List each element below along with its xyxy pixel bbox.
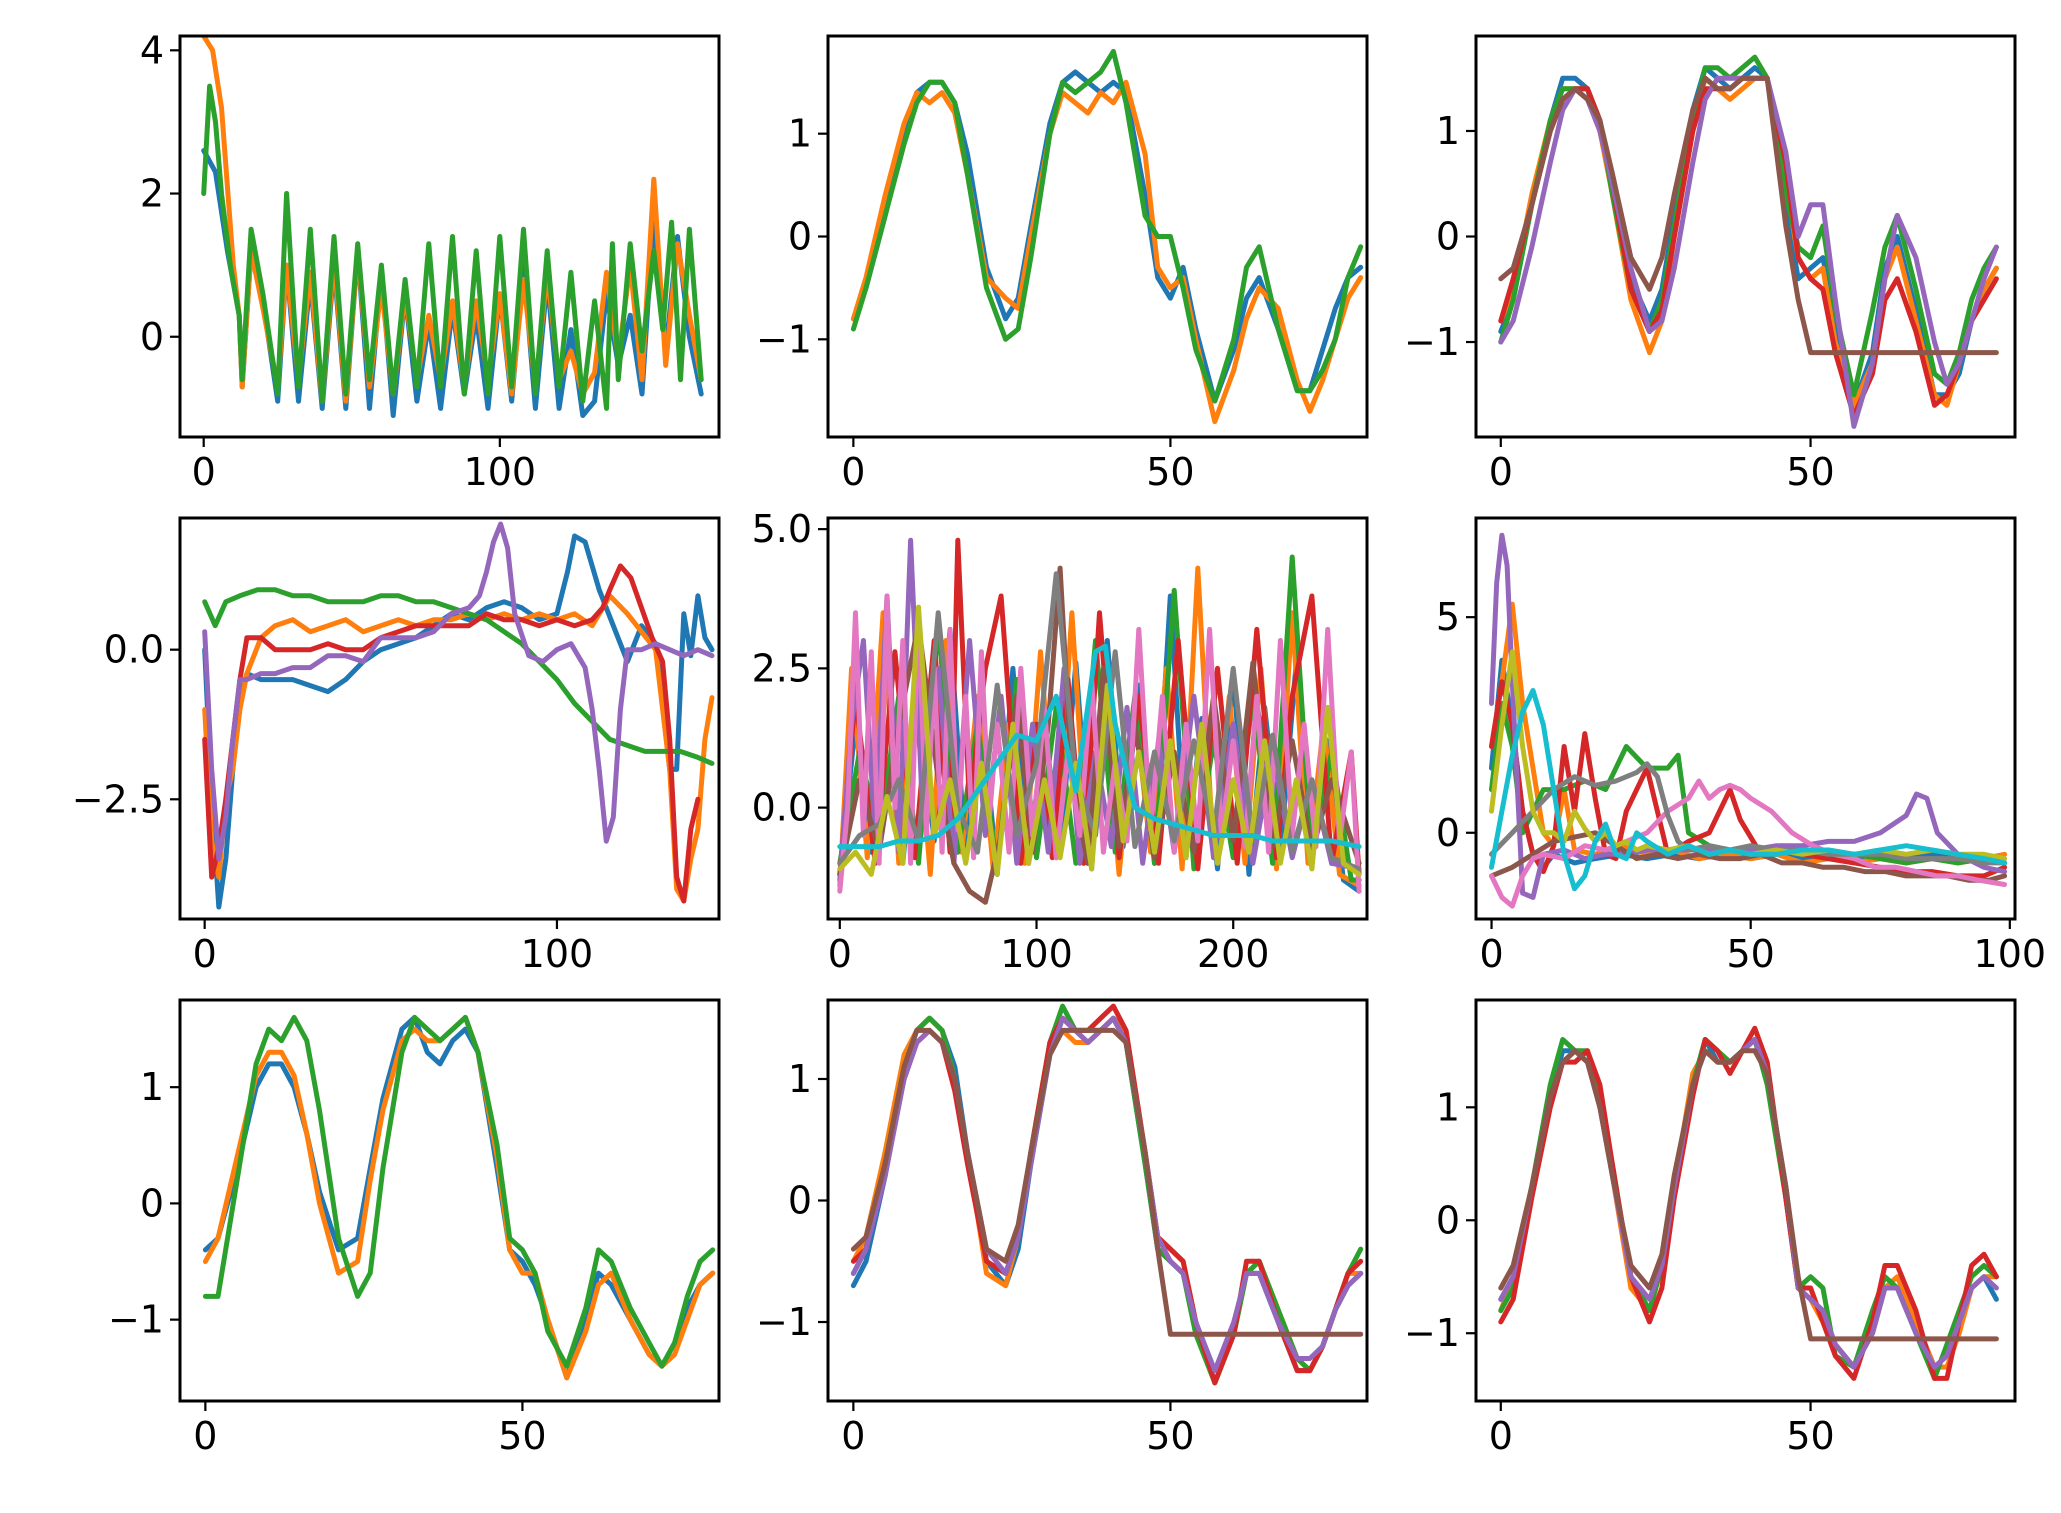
subplot-7: 0 50 −1 0 1	[108, 998, 721, 1458]
series-line-3	[202, 1014, 716, 1369]
subplot-4: 0 100 −2.5 0.0	[72, 516, 721, 976]
y-tick-label: −1	[756, 317, 812, 361]
y-tick-label: 0	[788, 215, 812, 259]
subplot-1: 0 100 0 2 4	[140, 28, 721, 494]
y-tick-label: 0.0	[104, 628, 164, 672]
series-line-9	[1489, 649, 2008, 862]
y-tick-label: −2.5	[72, 777, 164, 821]
y-tick-label: 2.5	[752, 646, 812, 690]
series-line-6	[1498, 1048, 1999, 1342]
x-tick-label: 200	[1197, 932, 1270, 976]
series-group	[201, 36, 704, 418]
series-line-5	[1498, 1037, 1999, 1370]
series-line-10	[837, 643, 1362, 850]
series-line-1	[1498, 1037, 1999, 1370]
series-line-6	[850, 1027, 1364, 1337]
x-tick-label: 100	[464, 450, 537, 494]
series-line-5	[1489, 532, 2008, 900]
axes-frame	[178, 998, 721, 1403]
series-line-5	[202, 521, 715, 862]
subplot-9: 0 50 −1 0 1	[1404, 998, 2017, 1458]
series-line-5	[850, 1015, 1364, 1374]
series-line-4	[202, 563, 701, 904]
axes-frame	[1474, 516, 2017, 921]
y-tick-label: 0	[1436, 811, 1460, 855]
series-line-3	[201, 83, 704, 411]
series-line-4	[1498, 1025, 1999, 1381]
y-tick-label: −1	[1404, 1311, 1460, 1355]
y-tick-label: 2	[140, 172, 164, 216]
series-line-7	[837, 593, 1362, 894]
axes-frame	[178, 516, 721, 921]
y-tick-label: 5.0	[752, 507, 812, 551]
x-tick-label: 0	[841, 1414, 865, 1458]
y-tick-label: 0	[140, 1181, 164, 1225]
series-group	[1489, 532, 2008, 909]
axes-frame	[178, 34, 721, 439]
x-tick-label: 50	[1146, 450, 1194, 494]
x-tick-label: 0	[193, 1414, 217, 1458]
x-tick-label: 0	[828, 932, 852, 976]
y-tick-label: 1	[788, 1057, 812, 1101]
series-group	[850, 1003, 1364, 1386]
x-tick-label: 0	[1489, 450, 1513, 494]
y-tick-label: 0	[1436, 215, 1460, 259]
series-line-3	[202, 587, 715, 766]
series-group	[850, 48, 1364, 425]
series-line-4	[1498, 75, 1999, 419]
series-line-2	[850, 79, 1364, 425]
series-line-7	[1489, 778, 2008, 909]
series-line-6	[1498, 75, 1999, 356]
series-group	[202, 521, 715, 910]
y-tick-label: 1	[1436, 1085, 1460, 1129]
y-tick-label: 0	[1436, 1198, 1460, 1242]
y-tick-label: 0	[140, 315, 164, 359]
x-tick-label: 100	[1974, 932, 2047, 976]
subplot-6: 0 50 100 0 5	[1436, 516, 2047, 976]
y-tick-label: −1	[1404, 320, 1460, 364]
y-tick-label: 0.0	[752, 786, 812, 830]
series-line-3	[850, 1003, 1364, 1386]
y-tick-label: 1	[140, 1065, 164, 1109]
y-tick-label: 0	[788, 1179, 812, 1223]
x-tick-label: 50	[1786, 1414, 1834, 1458]
y-tick-label: 1	[788, 112, 812, 156]
x-tick-label: 50	[498, 1414, 546, 1458]
x-tick-label: 50	[1146, 1414, 1194, 1458]
series-line-2	[1498, 1037, 1999, 1370]
x-tick-label: 50	[1727, 932, 1775, 976]
series-line-10	[1489, 688, 2008, 892]
x-tick-label: 0	[1489, 1414, 1513, 1458]
x-tick-label: 0	[192, 450, 216, 494]
subplot-5: 0 100 200 0.0 2.5 5.0	[752, 507, 1369, 976]
series-line-3	[850, 48, 1364, 404]
y-tick-label: −1	[756, 1300, 812, 1344]
y-tick-label: 1	[1436, 109, 1460, 153]
subplot-2: 0 50 −1 0 1	[756, 34, 1369, 494]
series-line-5	[1498, 75, 1999, 429]
y-tick-label: 4	[140, 28, 164, 72]
y-tick-label: −1	[108, 1298, 164, 1342]
x-tick-label: 0	[1479, 932, 1503, 976]
axes-frame	[826, 516, 1369, 921]
x-tick-label: 100	[1000, 932, 1073, 976]
x-tick-label: 0	[841, 450, 865, 494]
series-group	[1498, 54, 1999, 429]
x-tick-label: 0	[193, 932, 217, 976]
series-group	[837, 537, 1362, 905]
x-tick-label: 100	[521, 932, 594, 976]
y-tick-label: 5	[1436, 595, 1460, 639]
series-line-9	[837, 604, 1362, 877]
subplot-3: 0 50 −1 0 1	[1404, 34, 2017, 494]
subplot-8: 0 50 −1 0 1	[756, 998, 1369, 1458]
series-group	[202, 1014, 716, 1381]
axes-frame	[1474, 998, 2017, 1403]
series-group	[1498, 1025, 1999, 1381]
x-tick-label: 50	[1786, 450, 1834, 494]
